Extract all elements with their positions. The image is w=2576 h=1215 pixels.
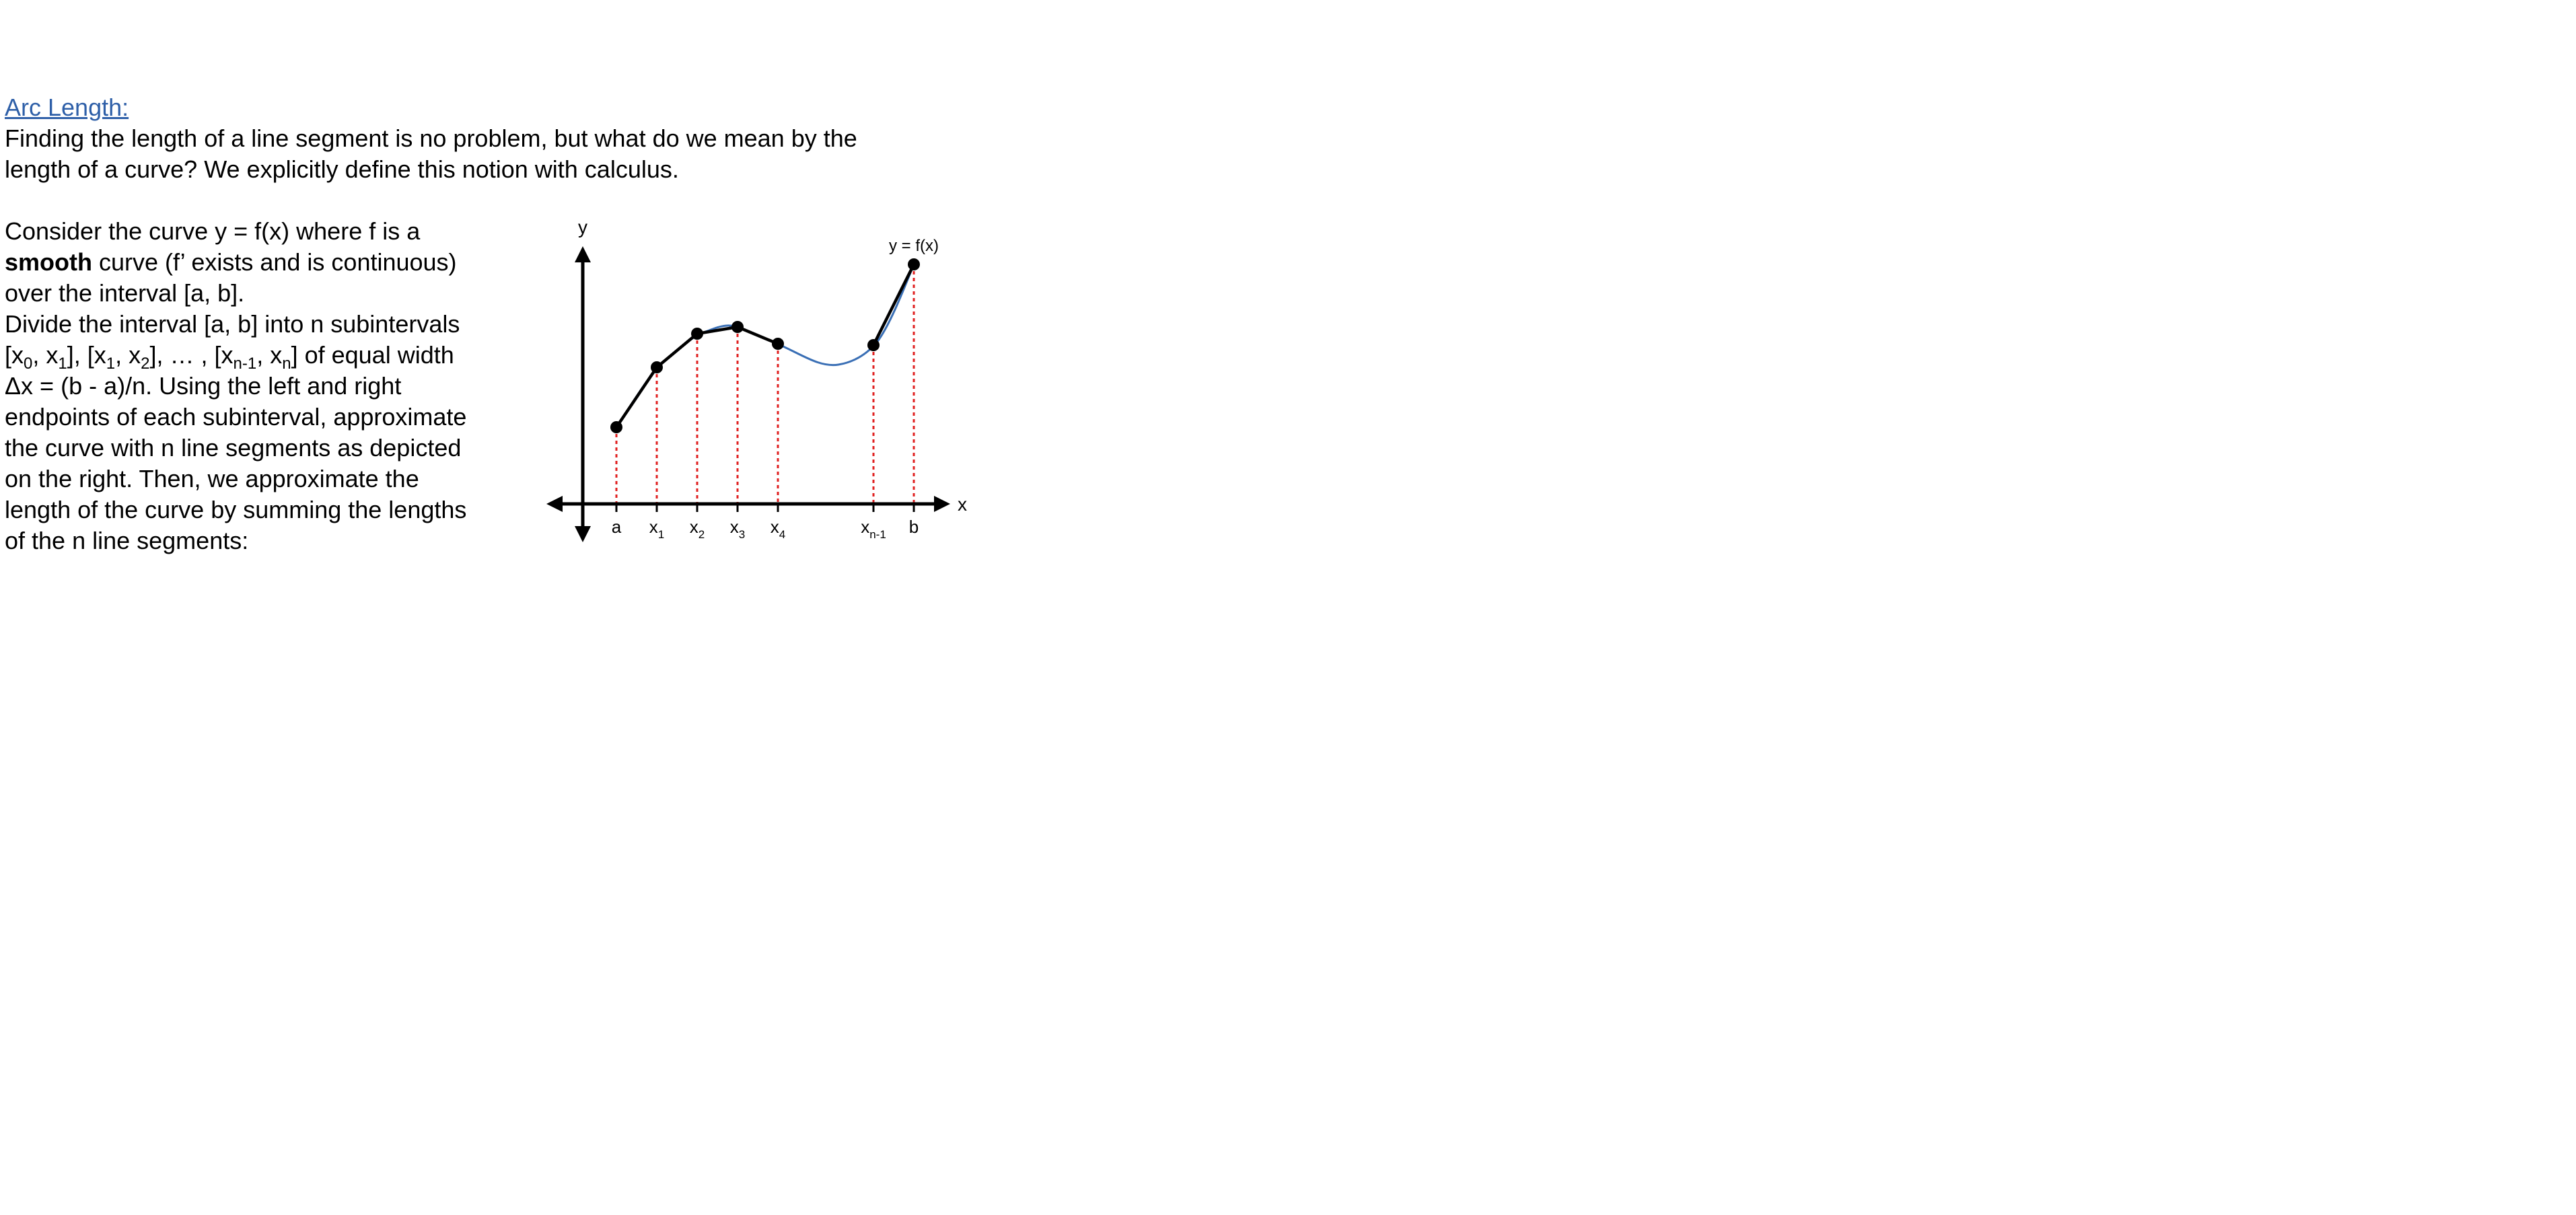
tick-labels: a x1 x2 x3 x4 xn-1 b bbox=[612, 517, 919, 541]
point-a bbox=[610, 421, 622, 433]
subscript: 1 bbox=[106, 355, 116, 373]
interval-text: , x bbox=[115, 341, 141, 369]
body-line-4: Divide the interval [a, b] into n subint… bbox=[5, 310, 460, 338]
interval-text: ], … , [x bbox=[149, 341, 234, 369]
tick-label-x1: x1 bbox=[649, 517, 664, 541]
body-line-3: over the interval [a, b]. bbox=[5, 279, 245, 307]
tick-label-x4: x4 bbox=[771, 517, 785, 541]
tick-label-a: a bbox=[612, 517, 622, 537]
point-x1 bbox=[651, 361, 663, 373]
point-xn-1 bbox=[867, 339, 880, 351]
body-line-11: of the n line segments: bbox=[5, 527, 249, 554]
smooth-bold-term: smooth bbox=[5, 248, 92, 276]
arc-length-heading[interactable]: Arc Length: bbox=[5, 94, 129, 121]
tick-label-b: b bbox=[909, 517, 919, 537]
body-line-7: endpoints of each subinterval, approxima… bbox=[5, 403, 467, 431]
y-axis-down-arrow bbox=[575, 526, 591, 542]
interval-text: ] of equal width bbox=[291, 341, 454, 369]
intro-line-1: Finding the length of a line segment is … bbox=[5, 124, 857, 152]
body-line-10: length of the curve by summing the lengt… bbox=[5, 496, 467, 523]
arc-length-diagram: y x y = f(x) a x1 x2 x3 x4 xn-1 b bbox=[546, 217, 967, 542]
intro-paragraph: Finding the length of a line segment is … bbox=[5, 123, 857, 185]
interval-text: [x bbox=[5, 341, 24, 369]
subscript: n-1 bbox=[233, 355, 257, 373]
interval-text: , x bbox=[32, 341, 59, 369]
subscript: n bbox=[282, 355, 291, 373]
y-axis-label: y bbox=[578, 217, 587, 237]
point-x4 bbox=[772, 338, 784, 350]
interval-text: , x bbox=[256, 341, 283, 369]
x-axis-left-arrow bbox=[546, 496, 563, 512]
curve-label: y = f(x) bbox=[889, 237, 939, 255]
y-axis-up-arrow bbox=[575, 246, 591, 262]
definition-paragraph: Consider the curve y = f(x) where f is a… bbox=[5, 216, 516, 556]
subscript: 2 bbox=[141, 355, 150, 373]
body-line-2-rest: curve (f’ exists and is continuous) bbox=[92, 248, 457, 276]
tick-label-x3: x3 bbox=[730, 517, 745, 541]
tick-marks bbox=[615, 504, 915, 512]
tick-label-xn-1: xn-1 bbox=[861, 517, 886, 541]
guide-lines bbox=[615, 264, 915, 504]
secant-segment-right bbox=[871, 263, 916, 346]
point-x3 bbox=[731, 321, 744, 333]
body-line-9: on the right. Then, we approximate the bbox=[5, 465, 419, 492]
body-line-5: [x0, x1], [x1, x2], … , [xn-1, xn] of eq… bbox=[5, 340, 516, 373]
axes bbox=[556, 256, 939, 533]
body-line-6: Δx = (b - a)/n. Using the left and right bbox=[5, 372, 402, 400]
axis-arrowheads bbox=[546, 246, 950, 542]
x-axis-label: x bbox=[958, 494, 967, 515]
partition-points bbox=[610, 258, 920, 433]
subscript: 1 bbox=[58, 355, 67, 373]
x-axis-right-arrow bbox=[934, 496, 950, 512]
interval-text: ], [x bbox=[67, 341, 106, 369]
subscript: 0 bbox=[24, 355, 33, 373]
point-b bbox=[908, 258, 920, 270]
body-line-1: Consider the curve y = f(x) where f is a bbox=[5, 217, 421, 245]
body-line-8: the curve with n line segments as depict… bbox=[5, 434, 462, 462]
intro-line-2: length of a curve? We explicitly define … bbox=[5, 155, 679, 183]
point-x2 bbox=[691, 328, 703, 340]
tick-label-x2: x2 bbox=[690, 517, 705, 541]
body-line-2: smooth curve (f’ exists and is continuou… bbox=[5, 247, 516, 278]
